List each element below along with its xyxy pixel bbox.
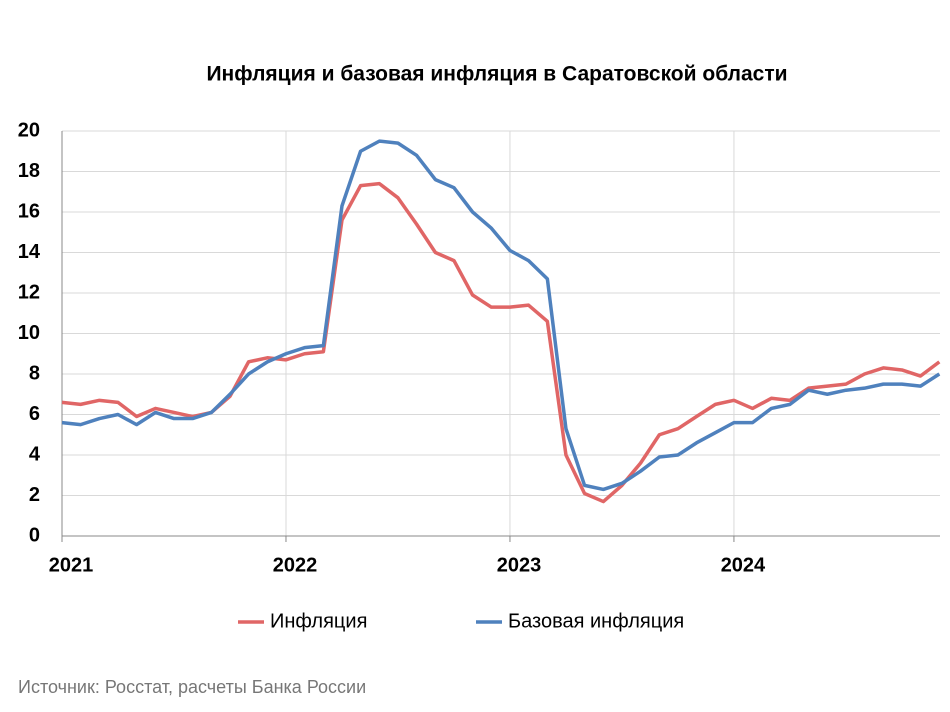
x-tick-label: 2022 xyxy=(273,554,318,576)
y-tick-label: 20 xyxy=(18,119,40,141)
y-tick-label: 2 xyxy=(29,484,40,506)
legend-label: Базовая инфляция xyxy=(508,610,684,632)
y-tick-label: 4 xyxy=(29,443,41,465)
y-tick-label: 14 xyxy=(18,241,41,263)
chart-title: Инфляция и базовая инфляция в Саратовско… xyxy=(206,63,787,86)
y-tick-label: 18 xyxy=(18,160,40,182)
legend-label: Инфляция xyxy=(270,610,367,632)
x-tick-label: 2024 xyxy=(721,554,766,576)
source: Источник: Росстат, расчеты Банка России xyxy=(18,677,366,697)
series-line xyxy=(61,181,941,504)
y-tick-label: 6 xyxy=(29,403,40,425)
y-tick-label: 12 xyxy=(18,281,40,303)
x-tick-label: 2023 xyxy=(497,554,542,576)
y-tick-label: 10 xyxy=(18,322,40,344)
series-line xyxy=(61,139,941,492)
y-tick-label: 0 xyxy=(29,524,40,546)
y-tick-label: 8 xyxy=(29,362,40,384)
x-tick-label: 2021 xyxy=(49,554,94,576)
y-tick-label: 16 xyxy=(18,200,40,222)
